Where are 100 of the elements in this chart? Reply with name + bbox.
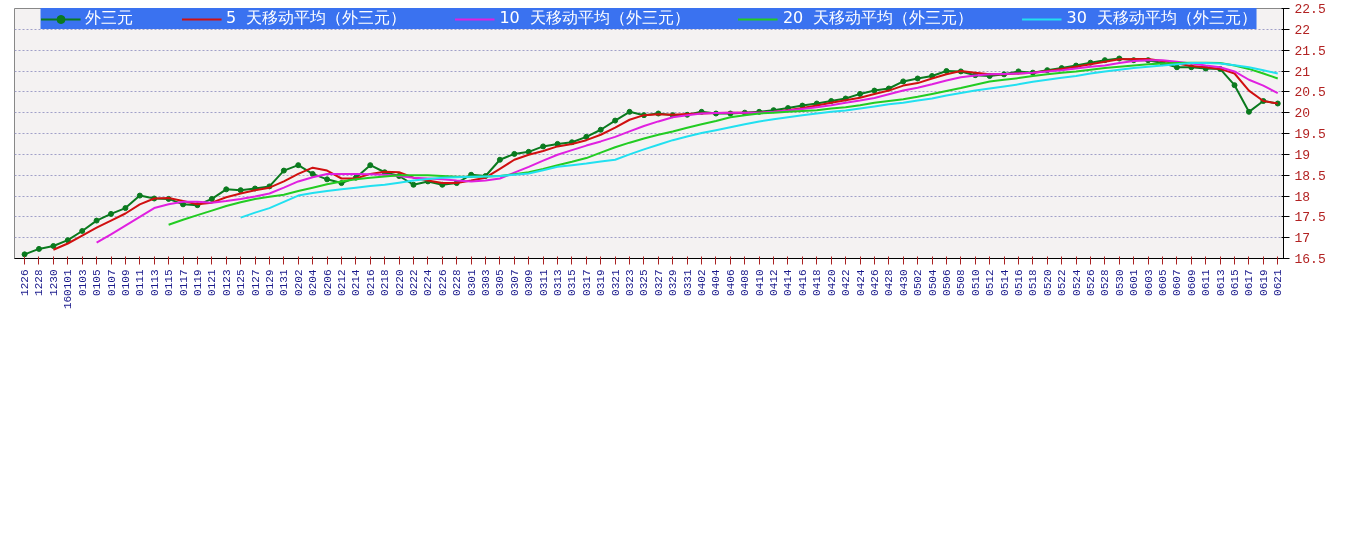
x-tick-label: 0504 — [926, 269, 939, 296]
x-tick-label: 0121 — [206, 269, 219, 296]
x-tick-label: 0214 — [350, 269, 363, 296]
x-tick-label: 0117 — [177, 269, 190, 296]
x-tick-label: 0617 — [1243, 269, 1256, 296]
x-tick-label: 0428 — [883, 269, 896, 296]
x-tick-label: 0424 — [854, 269, 867, 296]
x-tick-label: 0412 — [768, 269, 781, 296]
x-tick-label: 0202 — [292, 269, 305, 296]
x-tick-label: 0216 — [364, 269, 377, 296]
x-tick-label: 0305 — [494, 269, 507, 296]
x-tick-label: 0307 — [508, 269, 521, 296]
x-tick-label: 0329 — [667, 269, 680, 296]
x-tick-label: 0615 — [1229, 269, 1242, 296]
x-tick-label: 0414 — [782, 269, 795, 296]
x-tick-label: 0228 — [451, 269, 464, 296]
y-tick-label: 21 — [1294, 64, 1311, 80]
x-tick-label: 0115 — [163, 269, 176, 296]
x-tick-label: 0404 — [710, 269, 723, 296]
x-tick-label: 0426 — [868, 269, 881, 296]
x-tick-label: 0518 — [1027, 269, 1040, 296]
x-tick-label: 0127 — [249, 269, 262, 296]
x-tick-label: 0222 — [407, 269, 420, 296]
x-tick-label: 160101 — [62, 269, 75, 310]
legend-label: 外三元 — [85, 8, 134, 29]
legend-label: 5 天移动平均（外三元） — [226, 8, 407, 29]
x-tick-label: 0402 — [696, 269, 709, 296]
x-tick-label: 0607 — [1171, 269, 1184, 296]
y-tick-label: 22 — [1294, 22, 1311, 38]
x-tick-label: 0303 — [480, 269, 493, 296]
y-tick-label: 20.5 — [1294, 85, 1326, 101]
x-tick-label: 0125 — [235, 269, 248, 296]
x-tick-label: 0212 — [335, 269, 348, 296]
x-tick-label: 0206 — [321, 269, 334, 296]
x-tick-label: 0119 — [191, 269, 204, 296]
x-tick-label: 0410 — [753, 269, 766, 296]
x-tick-label: 0408 — [739, 269, 752, 296]
x-tick-label: 0430 — [897, 269, 910, 296]
y-tick-label: 17.5 — [1294, 210, 1326, 226]
x-tick-label: 1226 — [19, 269, 32, 296]
x-tick-label: 0327 — [652, 269, 665, 296]
x-tick-label: 0520 — [1041, 269, 1054, 296]
x-tick-label: 0514 — [998, 269, 1011, 296]
x-tick-label: 0323 — [624, 269, 637, 296]
x-tick-label: 0319 — [595, 269, 608, 296]
x-tick-label: 0502 — [912, 269, 925, 296]
x-tick-label: 0621 — [1272, 269, 1285, 296]
x-tick-label: 0619 — [1257, 269, 1270, 296]
x-tick-label: 0129 — [263, 269, 276, 296]
x-tick-label: 0406 — [724, 269, 737, 296]
x-tick-label: 1230 — [47, 269, 60, 296]
x-tick-label: 0309 — [523, 269, 536, 296]
x-tick-label: 0220 — [393, 269, 406, 296]
y-tick-label: 20 — [1294, 106, 1311, 122]
x-tick-label: 0522 — [1056, 269, 1069, 296]
y-tick-label: 16.5 — [1294, 252, 1326, 267]
y-tick-label: 18 — [1294, 189, 1311, 205]
x-tick-label: 0506 — [940, 269, 953, 296]
x-tick-label: 0103 — [76, 269, 89, 296]
legend-label: 30 天移动平均（外三元） — [1066, 8, 1257, 29]
x-tick-label: 0109 — [119, 269, 132, 296]
x-tick-label: 0613 — [1214, 269, 1227, 296]
x-tick-label: 0510 — [969, 269, 982, 296]
y-tick-label: 21.5 — [1294, 43, 1326, 59]
x-tick-label: 0224 — [422, 269, 435, 296]
x-tick-label: 0321 — [609, 269, 622, 296]
x-tick-label: 0315 — [566, 269, 579, 296]
x-tick-label: 0204 — [307, 269, 320, 296]
y-tick-label: 22.5 — [1294, 2, 1326, 17]
legend-label: 10 天移动平均（外三元） — [499, 8, 690, 29]
x-tick-label: 0311 — [537, 269, 550, 296]
x-tick-label: 0422 — [840, 269, 853, 296]
x-tick-label: 0317 — [580, 269, 593, 296]
x-tick-label: 0123 — [220, 269, 233, 296]
x-tick-label: 0331 — [681, 269, 694, 296]
x-tick-label: 0105 — [91, 269, 104, 296]
x-tick-label: 0416 — [796, 269, 809, 296]
y-tick-label: 18.5 — [1294, 168, 1326, 184]
x-tick-label: 0313 — [552, 269, 565, 296]
x-tick-label: 0528 — [1099, 269, 1112, 296]
x-tick-label: 0530 — [1113, 269, 1126, 296]
x-tick-label: 0611 — [1200, 269, 1213, 296]
x-tick-label: 0512 — [984, 269, 997, 296]
x-tick-label: 0605 — [1157, 269, 1170, 296]
x-tick-label: 0603 — [1142, 269, 1155, 296]
legend-label: 20 天移动平均（外三元） — [782, 8, 974, 29]
x-tick-label: 1228 — [33, 269, 46, 296]
y-tick-label: 19.5 — [1294, 127, 1326, 142]
x-tick-label: 0131 — [278, 269, 291, 296]
x-tick-label: 0609 — [1185, 269, 1198, 296]
x-tick-label: 0508 — [955, 269, 968, 296]
x-tick-label: 0301 — [465, 269, 478, 296]
x-tick-label: 0226 — [436, 269, 449, 296]
x-tick-label: 0218 — [379, 269, 392, 296]
y-tick-label: 19 — [1294, 147, 1311, 163]
x-tick-label: 0325 — [638, 269, 651, 296]
x-tick-label: 0516 — [1012, 269, 1025, 296]
x-tick-label: 0524 — [1070, 269, 1083, 296]
x-tick-label: 0113 — [148, 269, 161, 296]
x-tick-label: 0601 — [1128, 269, 1141, 296]
